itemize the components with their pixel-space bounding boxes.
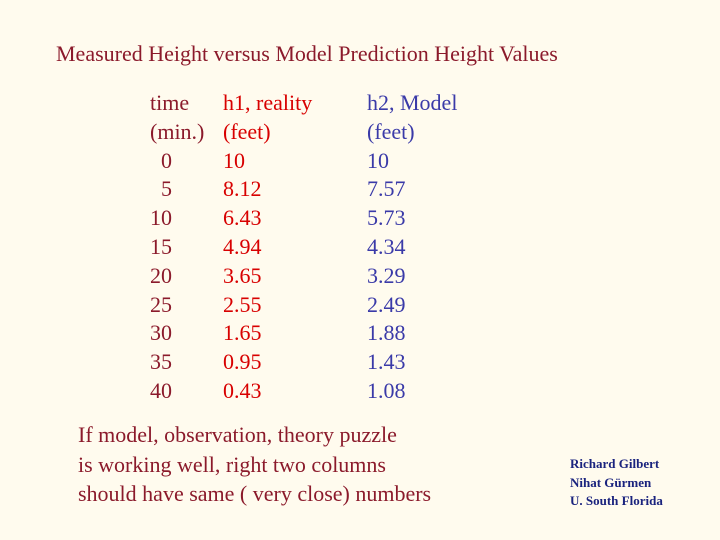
reality-cell: 3.65 xyxy=(223,262,262,288)
model-cell: 1.88 xyxy=(367,320,406,346)
credit-line: U. South Florida xyxy=(570,493,663,508)
time-cell: 10 xyxy=(150,205,172,231)
model-cell: 4.34 xyxy=(367,233,406,259)
time-cell: 15 xyxy=(150,233,172,259)
time-header-line-1: time xyxy=(150,90,190,115)
time-cell: 5 xyxy=(161,176,172,202)
time-cell: 35 xyxy=(150,349,172,375)
author-credits: Richard Gilbert Nihat Gürmen U. South Fl… xyxy=(570,455,663,511)
time-column: time (min.) 0 5 10 15 20 25 30 35 40 xyxy=(150,89,204,406)
model-cell: 2.49 xyxy=(367,291,406,317)
model-cell: 7.57 xyxy=(367,176,406,202)
page-title: Measured Height versus Model Prediction … xyxy=(56,41,558,66)
time-cell: 40 xyxy=(150,377,172,403)
time-cell: 20 xyxy=(150,262,172,288)
model-cell: 3.29 xyxy=(367,262,406,288)
reality-header-line-1: h1, reality xyxy=(223,90,313,115)
reality-column: h1, reality (feet) 10 8.12 6.43 4.94 3.6… xyxy=(223,89,312,406)
reality-cell: 1.65 xyxy=(223,320,262,346)
reality-cell: 8.12 xyxy=(223,176,262,202)
model-cell: 1.43 xyxy=(367,349,406,375)
model-header-line-1: h2, Model xyxy=(367,90,458,115)
reality-cell: 4.94 xyxy=(223,233,262,259)
reality-cell: 0.95 xyxy=(223,349,262,375)
reality-cell: 0.43 xyxy=(223,377,262,403)
reality-cell: 10 xyxy=(223,147,245,173)
reality-cell: 6.43 xyxy=(223,205,262,231)
model-cell: 5.73 xyxy=(367,205,406,231)
model-header-line-2: (feet) xyxy=(367,118,415,144)
explanation-note: If model, observation, theory puzzle is … xyxy=(78,420,431,509)
credit-line: Nihat Gürmen xyxy=(570,474,652,490)
reality-cell: 2.55 xyxy=(223,291,262,317)
reality-header-line-2: (feet) xyxy=(223,118,271,144)
model-column: h2, Model (feet) 10 7.57 5.73 4.34 3.29 … xyxy=(367,89,457,406)
time-cell: 30 xyxy=(150,320,172,346)
model-cell: 10 xyxy=(367,147,389,173)
note-line: is working well, right two columns xyxy=(78,451,386,477)
time-header-line-2: (min.) xyxy=(150,118,205,144)
time-cell: 0 xyxy=(161,147,172,173)
credit-line: Richard Gilbert xyxy=(570,456,660,471)
note-line: If model, observation, theory puzzle xyxy=(78,422,397,447)
time-cell: 25 xyxy=(150,291,172,317)
model-cell: 1.08 xyxy=(367,377,406,403)
note-line: should have same ( very close) numbers xyxy=(78,481,432,506)
